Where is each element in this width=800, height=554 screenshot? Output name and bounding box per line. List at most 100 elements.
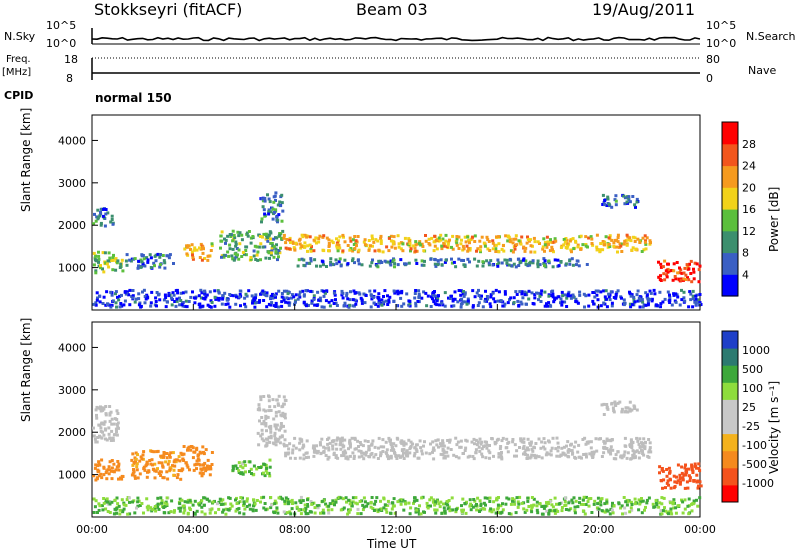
data-cell — [447, 240, 451, 244]
data-cell — [526, 448, 530, 452]
data-cell — [434, 500, 438, 504]
data-cell — [135, 462, 139, 466]
data-cell — [271, 296, 275, 300]
data-cell — [93, 256, 97, 260]
data-cell — [633, 236, 637, 240]
data-cell — [276, 218, 280, 222]
data-cell — [538, 263, 542, 267]
data-cell — [172, 460, 176, 464]
data-cell — [699, 484, 703, 488]
data-cell — [256, 250, 260, 254]
data-cell — [104, 412, 108, 416]
data-cell — [197, 458, 201, 462]
data-cell — [263, 214, 267, 218]
data-cell — [429, 257, 433, 261]
data-cell — [390, 245, 394, 249]
data-cell — [331, 262, 334, 266]
data-cell — [574, 499, 578, 503]
data-cell — [485, 443, 489, 447]
x-tick-label: 16:00 — [481, 523, 513, 536]
data-cell — [571, 295, 575, 299]
data-cell — [276, 439, 280, 443]
data-cell — [465, 301, 469, 305]
data-cell — [92, 302, 96, 306]
data-cell — [198, 471, 202, 475]
data-cell — [475, 291, 479, 295]
data-cell — [217, 507, 221, 511]
nave-tick-top: 80 — [706, 53, 720, 66]
data-cell — [97, 508, 101, 512]
data-cell — [104, 437, 107, 441]
data-cell — [259, 292, 262, 296]
data-cell — [442, 241, 446, 245]
data-cell — [379, 507, 383, 511]
data-cell — [266, 437, 270, 441]
data-cell — [221, 510, 225, 514]
data-cell — [570, 257, 574, 261]
data-cell — [376, 239, 380, 243]
feature-9 — [657, 259, 702, 284]
data-cell — [616, 289, 620, 293]
data-cell — [552, 240, 556, 244]
data-cell — [125, 253, 129, 257]
data-cell — [192, 468, 196, 472]
data-cell — [165, 452, 169, 455]
data-cell — [139, 455, 143, 459]
data-cell — [263, 199, 267, 203]
data-cell — [537, 291, 541, 295]
data-cell — [321, 508, 325, 512]
data-cell — [342, 304, 346, 308]
data-cell — [537, 437, 541, 441]
data-cell — [95, 405, 99, 409]
data-cell — [145, 497, 149, 501]
data-cell — [242, 512, 246, 516]
data-cell — [263, 502, 267, 505]
data-cell — [160, 461, 164, 465]
data-cell — [608, 298, 612, 302]
data-cell — [148, 459, 152, 462]
data-cell — [407, 261, 411, 265]
data-cell — [640, 445, 644, 449]
data-cell — [153, 462, 157, 466]
data-cell — [419, 512, 423, 516]
data-cell — [320, 289, 324, 293]
data-cell — [389, 443, 393, 446]
data-cell — [274, 427, 278, 431]
data-cell — [302, 457, 306, 461]
data-cell — [352, 289, 356, 293]
data-cell — [193, 511, 197, 515]
data-cell — [106, 211, 110, 215]
data-cell — [153, 476, 157, 480]
data-cell — [165, 502, 169, 506]
data-cell — [372, 295, 376, 299]
data-cell — [696, 479, 700, 483]
data-cell — [202, 450, 205, 454]
data-cell — [173, 300, 177, 303]
data-cell — [244, 292, 248, 296]
data-cell — [542, 445, 545, 449]
data-cell — [560, 290, 564, 294]
data-cell — [142, 288, 146, 292]
data-cell — [676, 504, 680, 508]
data-cell — [399, 502, 403, 506]
colorbar-tick-label: -100 — [742, 439, 767, 452]
data-cell — [157, 471, 161, 475]
data-cell — [186, 500, 190, 504]
data-cell — [589, 235, 593, 239]
data-cell — [606, 195, 610, 199]
data-cell — [571, 452, 574, 456]
data-cell — [144, 464, 148, 468]
data-cell — [239, 496, 243, 500]
data-cell — [217, 290, 221, 294]
data-cell — [487, 449, 491, 453]
data-cell — [518, 290, 522, 294]
data-cell — [139, 258, 143, 262]
data-cell — [695, 262, 699, 266]
data-cell — [244, 470, 247, 474]
data-cell — [348, 442, 352, 446]
data-cell — [322, 294, 326, 298]
data-cell — [327, 448, 331, 452]
data-cell — [615, 238, 619, 242]
data-cell — [529, 508, 533, 512]
data-cell — [137, 303, 141, 307]
